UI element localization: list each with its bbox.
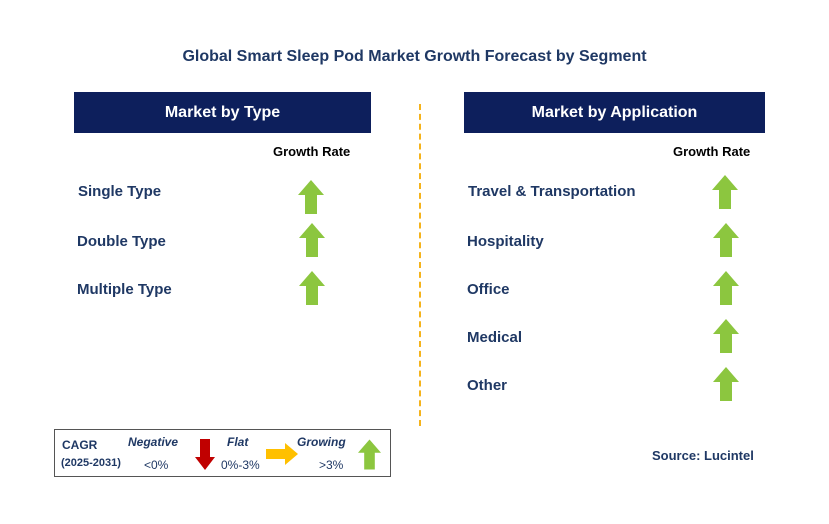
up-arrow-icon: [299, 223, 325, 257]
type-growth-rate-label: Growth Rate: [273, 144, 351, 159]
application-panel-header: Market by Application: [464, 92, 765, 133]
up-arrow-icon: [298, 180, 324, 214]
legend-negative-label: Negative: [128, 435, 179, 449]
up-arrow-icon: [713, 271, 739, 305]
legend-flat-label: Flat: [227, 435, 249, 449]
legend-growing-range: >3%: [319, 458, 344, 472]
up-arrow-icon: [713, 367, 739, 401]
panel-divider: [419, 104, 421, 426]
legend-growing-label: Growing: [297, 435, 346, 449]
legend-negative-range: <0%: [144, 458, 169, 472]
legend-period: (2025-2031): [61, 457, 121, 469]
application-item-label: Hospitality: [467, 233, 544, 250]
type-item-label: Double Type: [77, 233, 166, 250]
right-arrow-icon: [266, 443, 298, 465]
up-arrow-icon: [358, 439, 381, 470]
application-item-label: Medical: [467, 329, 523, 346]
up-arrow-icon: [713, 319, 739, 353]
type-panel-header: Market by Type: [74, 92, 371, 133]
up-arrow-icon: [712, 175, 738, 209]
up-arrow-icon: [299, 271, 325, 305]
legend-cagr-label: CAGR: [62, 438, 98, 452]
legend-flat-range: 0%-3%: [221, 458, 260, 472]
cagr-legend: CAGR (2025-2031) Negative <0% Flat 0%-3%…: [54, 429, 391, 477]
application-growth-rate-label: Growth Rate: [673, 144, 751, 159]
application-item-label: Office: [467, 281, 510, 298]
source-note: Source: Lucintel: [652, 448, 754, 463]
application-item-label: Travel & Transportation: [468, 183, 636, 200]
up-arrow-icon: [713, 223, 739, 257]
down-arrow-icon: [195, 439, 215, 470]
application-item-label: Other: [467, 377, 508, 394]
chart-title: Global Smart Sleep Pod Market Growth For…: [182, 48, 647, 65]
type-item-label: Multiple Type: [77, 281, 172, 298]
type-item-label: Single Type: [78, 183, 162, 200]
